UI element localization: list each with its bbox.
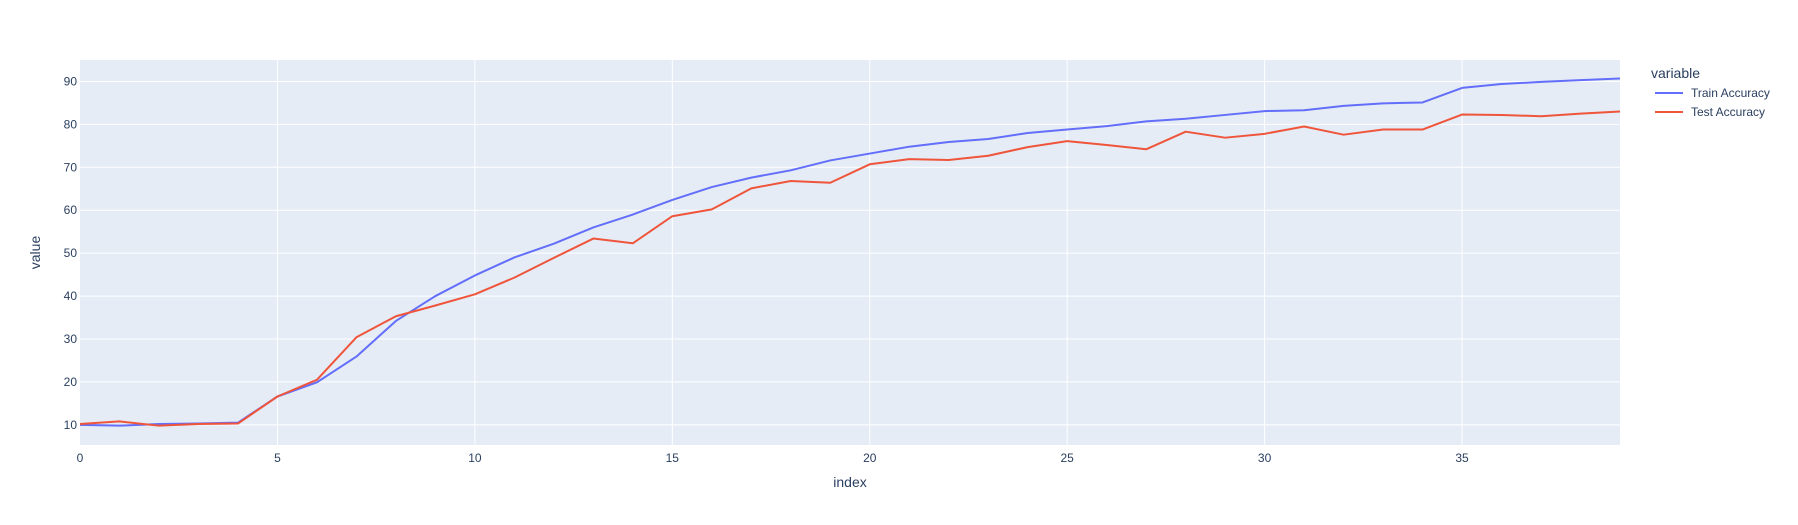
series-line-train-accuracy: [79, 77, 1621, 427]
legend-item[interactable]: Test Accuracy: [1655, 105, 1765, 119]
y-tick-label: 50: [64, 246, 78, 260]
x-tick-label: 20: [863, 451, 877, 465]
y-tick-label: 60: [64, 203, 78, 217]
y-tick-label: 80: [64, 117, 78, 131]
x-tick-label: 25: [1060, 451, 1074, 465]
legend[interactable]: variable Train Accuracy Test Accuracy: [1651, 65, 1770, 119]
legend-label: Test Accuracy: [1691, 105, 1765, 119]
x-axis-title: index: [833, 474, 866, 490]
y-tick-label: 90: [64, 74, 78, 88]
legend-item[interactable]: Train Accuracy: [1655, 86, 1770, 100]
x-axis-ticks: 0 5 10 15 20 25 30 35: [77, 451, 1469, 465]
y-tick-label: 70: [64, 160, 78, 174]
y-tick-label: 20: [64, 375, 78, 389]
x-tick-label: 30: [1258, 451, 1272, 465]
legend-label: Train Accuracy: [1691, 86, 1770, 100]
gridlines: [80, 60, 1620, 445]
y-axis-ticks: 10 20 30 40 50 60 70 80 90: [64, 74, 78, 431]
series-line-test-accuracy: [79, 110, 1621, 427]
plot-background: [80, 60, 1620, 445]
x-tick-label: 35: [1455, 451, 1469, 465]
y-axis-title: value: [27, 236, 43, 270]
y-tick-label: 30: [64, 332, 78, 346]
x-tick-label: 15: [666, 451, 680, 465]
x-tick-label: 0: [77, 451, 84, 465]
series-lines: [79, 77, 1621, 427]
legend-title: variable: [1651, 65, 1700, 81]
x-tick-label: 5: [274, 451, 281, 465]
y-tick-label: 40: [64, 289, 78, 303]
x-tick-label: 10: [468, 451, 482, 465]
y-tick-label: 10: [64, 418, 78, 432]
legend-items[interactable]: Train Accuracy Test Accuracy: [1655, 86, 1770, 119]
